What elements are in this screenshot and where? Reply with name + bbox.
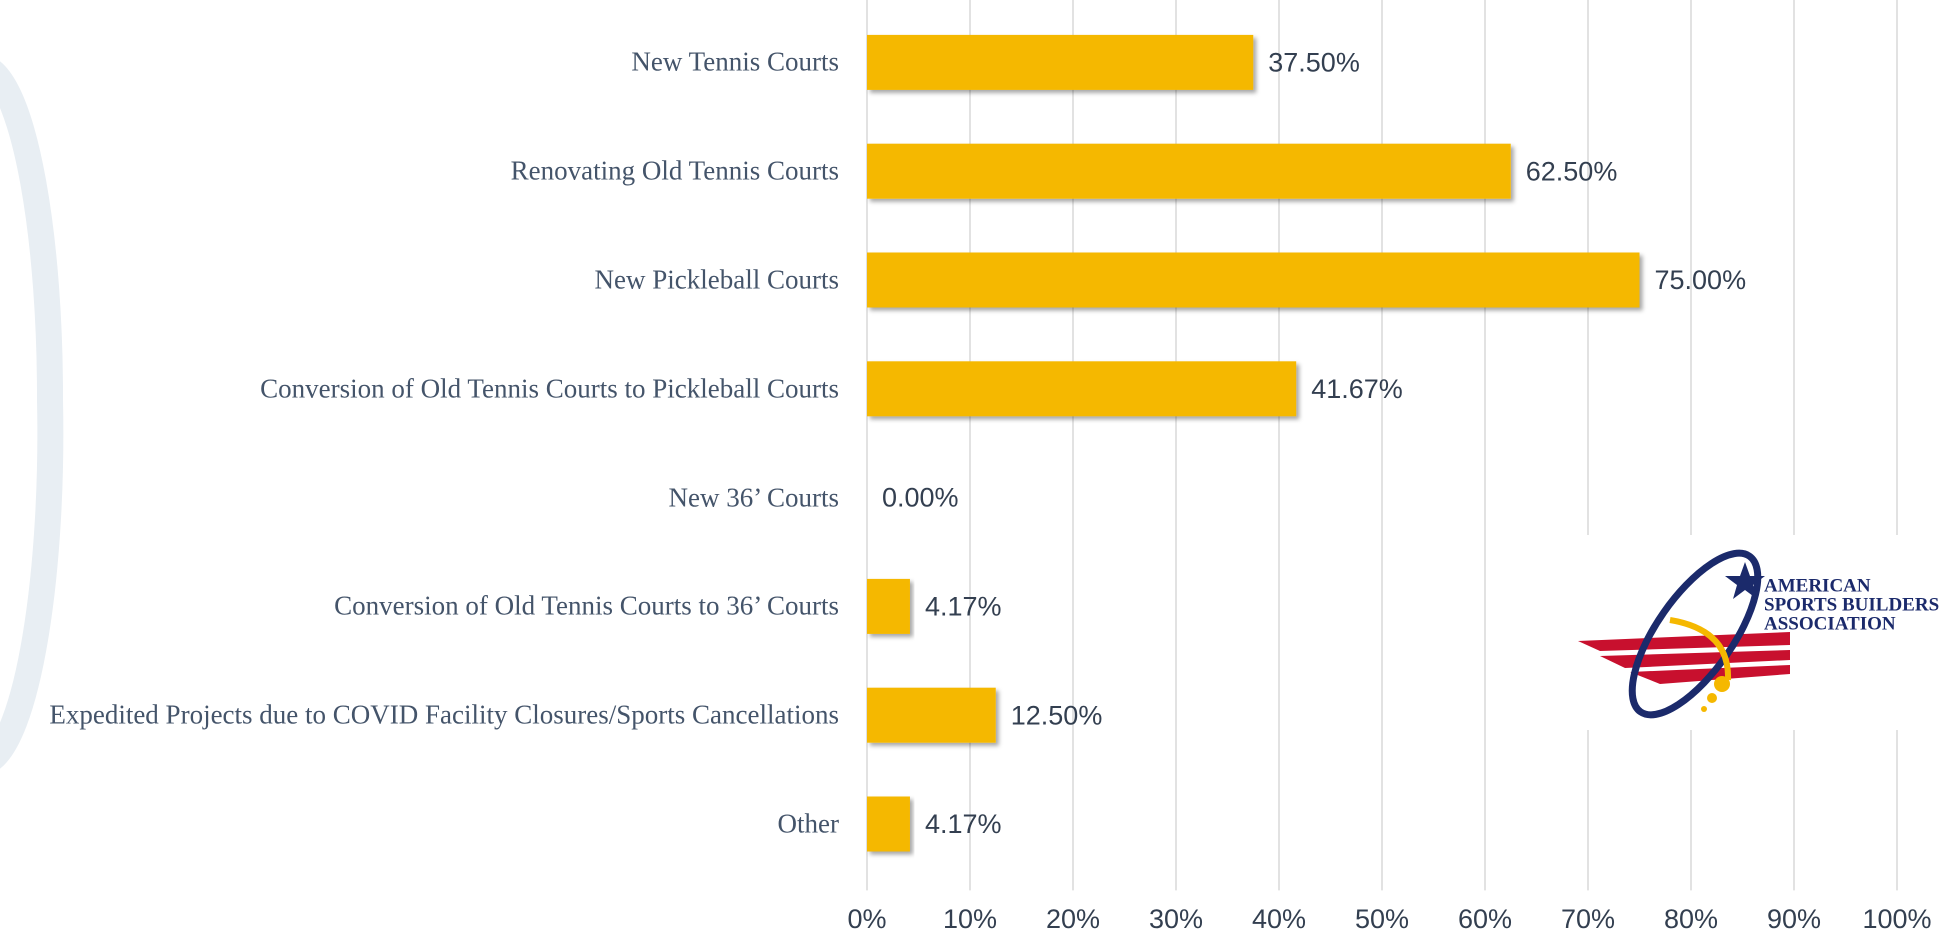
bars — [867, 34, 1640, 852]
category-label: Other — [777, 808, 839, 839]
logo-arc — [1669, 617, 1732, 681]
logo-text: ASSOCIATION — [1764, 613, 1896, 634]
x-tick-label: 60% — [1458, 904, 1512, 934]
x-tick-label: 10% — [943, 904, 997, 934]
logo-dot — [1701, 706, 1707, 712]
category-label: Renovating Old Tennis Courts — [510, 155, 839, 186]
logo-star — [1725, 562, 1765, 599]
x-tick-label: 70% — [1561, 904, 1615, 934]
value-label: 41.67% — [1311, 374, 1403, 404]
category-label: New 36’ Courts — [668, 482, 839, 513]
x-tick-label: 90% — [1767, 904, 1821, 934]
bar — [867, 796, 910, 852]
value-label: 4.17% — [925, 592, 1002, 622]
bar — [867, 361, 1297, 417]
x-tick-label: 80% — [1664, 904, 1718, 934]
bar — [867, 578, 910, 634]
logo: AMERICAN SPORTS BUILDERS ASSOCIATION — [1570, 535, 1947, 730]
value-label: 75.00% — [1655, 265, 1747, 295]
value-label: 37.50% — [1268, 48, 1360, 78]
category-label: New Tennis Courts — [631, 46, 839, 77]
bar — [867, 34, 1254, 90]
bar — [867, 687, 996, 743]
bar — [867, 143, 1511, 199]
logo-text: SPORTS BUILDERS — [1764, 594, 1939, 615]
value-label: 62.50% — [1526, 156, 1618, 186]
x-tick-label: 30% — [1149, 904, 1203, 934]
value-label: 4.17% — [925, 809, 1002, 839]
logo-dot — [1707, 693, 1717, 703]
decorative-arc — [0, 61, 64, 769]
x-tick-label: 20% — [1046, 904, 1100, 934]
value-label: 12.50% — [1011, 700, 1103, 730]
bar — [867, 252, 1640, 308]
category-label: Conversion of Old Tennis Courts to Pickl… — [260, 373, 839, 404]
category-label: Expedited Projects due to COVID Facility… — [49, 699, 839, 730]
x-tick-label: 40% — [1252, 904, 1306, 934]
logo-text: AMERICAN — [1764, 575, 1871, 596]
grid — [866, 0, 1898, 891]
category-label: Conversion of Old Tennis Courts to 36’ C… — [334, 590, 839, 621]
x-tick-label: 100% — [1862, 904, 1931, 934]
value-label: 0.00% — [882, 483, 959, 513]
x-tick-label: 0% — [847, 904, 886, 934]
category-label: New Pickleball Courts — [594, 264, 839, 295]
logo-dot — [1714, 676, 1730, 692]
logo-stripe — [1600, 650, 1790, 668]
x-tick-label: 50% — [1355, 904, 1409, 934]
